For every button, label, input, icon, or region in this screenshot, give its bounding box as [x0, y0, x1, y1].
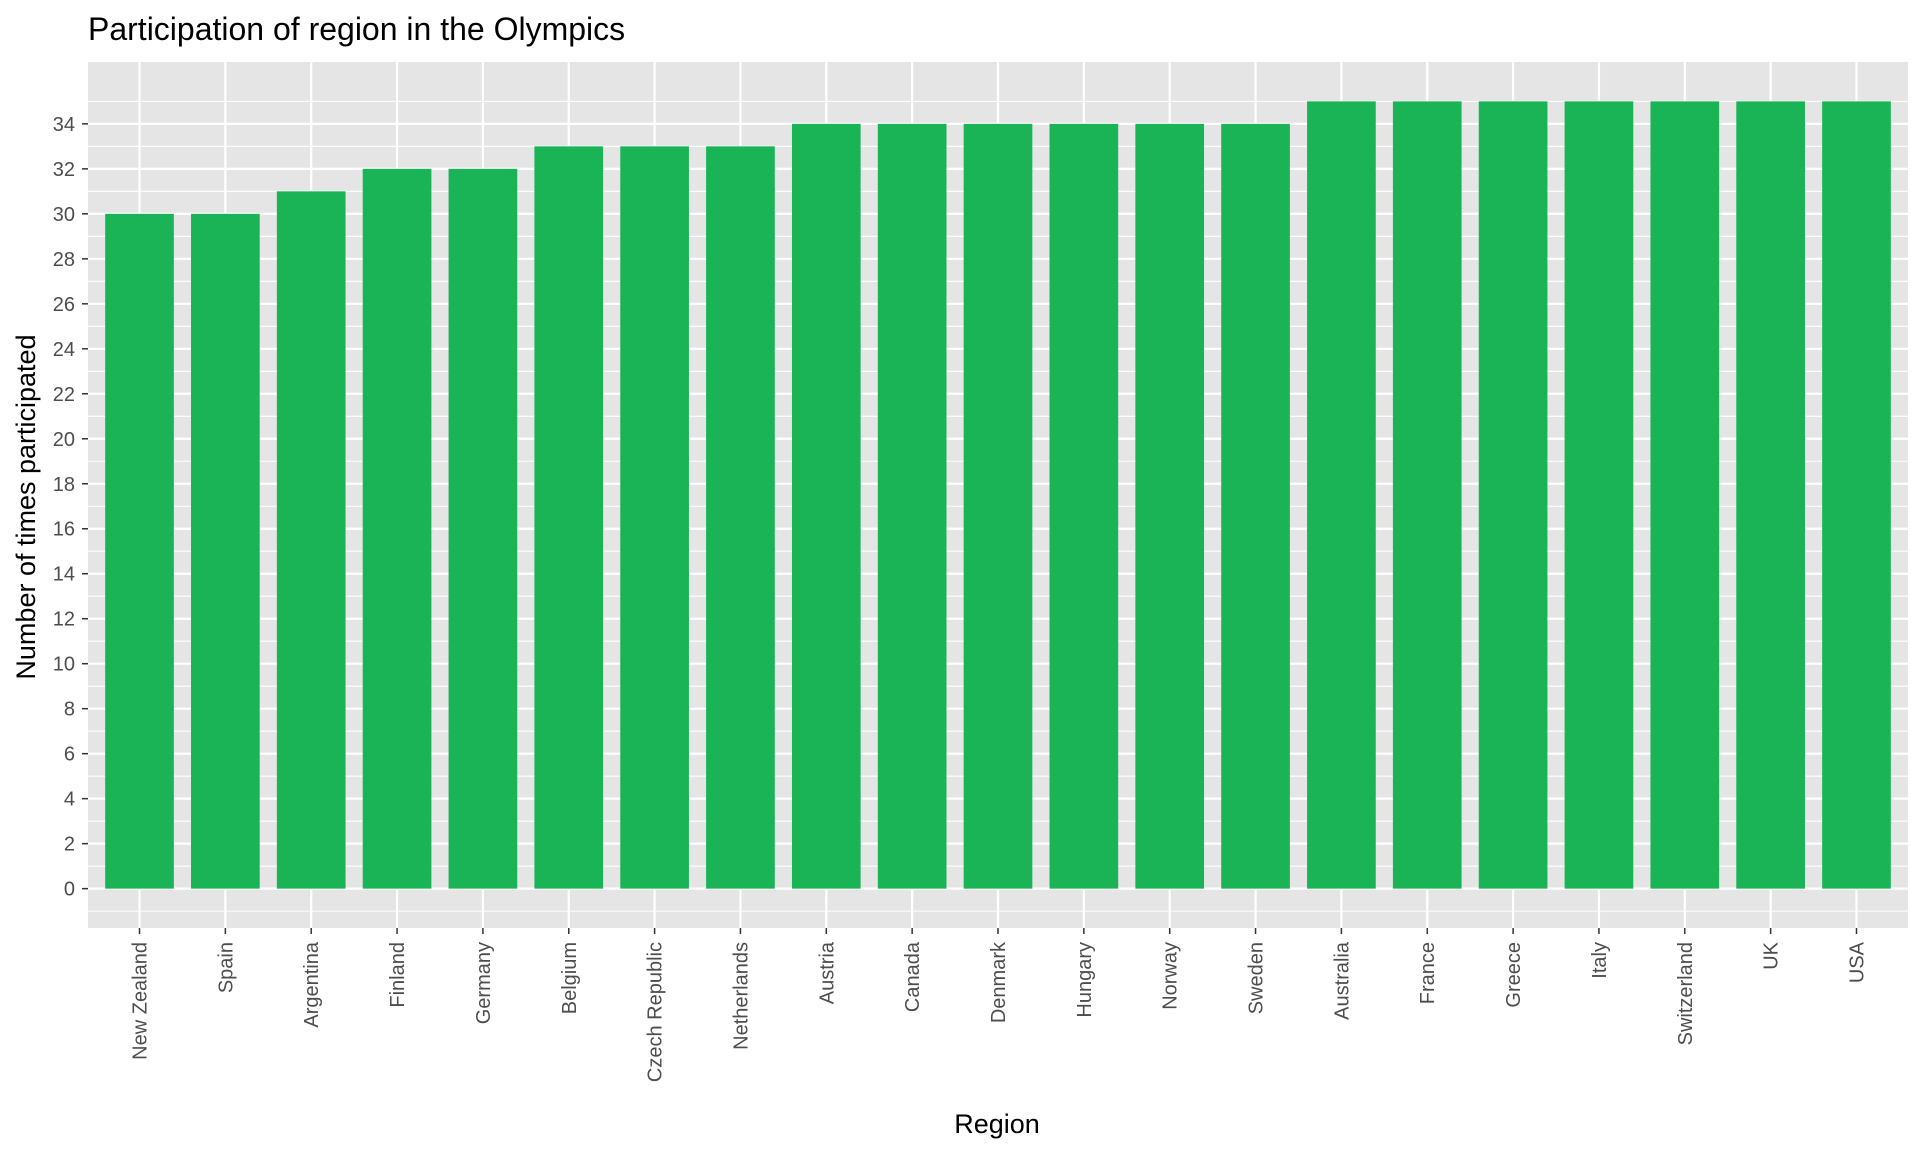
bar-uk [1736, 101, 1805, 889]
bar-argentina [276, 191, 346, 889]
y-tick-label: 18 [53, 474, 75, 496]
bar-usa [1822, 101, 1891, 889]
y-tick-label: 20 [53, 429, 75, 451]
bar-switzerland [1650, 101, 1720, 889]
y-tick-label: 30 [53, 204, 75, 226]
x-tick-label: Belgium [559, 942, 581, 1014]
bar-sweden [1221, 123, 1290, 889]
bar-france [1392, 101, 1462, 889]
bar-new-zealand [105, 213, 174, 889]
x-tick-label: France [1417, 942, 1439, 1004]
y-tick-label: 28 [53, 249, 75, 271]
x-tick-label: Czech Republic [645, 942, 667, 1082]
x-tick-label: USA [1846, 941, 1868, 983]
bar-norway [1135, 123, 1205, 889]
y-tick-label: 6 [64, 744, 75, 766]
bar-germany [448, 168, 518, 889]
bar-hungary [1049, 123, 1119, 889]
bar-denmark [963, 123, 1033, 889]
y-tick-label: 34 [53, 114, 75, 136]
bar-netherlands [706, 146, 775, 889]
x-axis-title: Region [954, 1109, 1040, 1139]
y-tick-label: 32 [53, 159, 75, 181]
bar-australia [1307, 101, 1376, 889]
y-tick-label: 2 [64, 834, 75, 856]
bar-spain [191, 213, 260, 889]
bar-greece [1478, 101, 1548, 889]
x-tick-label: Denmark [988, 941, 1010, 1023]
bars [105, 101, 1891, 889]
y-tick-label: 0 [64, 879, 75, 901]
y-tick-label: 10 [53, 654, 75, 676]
x-tick-label: Germany [473, 942, 495, 1024]
y-tick-label: 24 [53, 339, 75, 361]
bar-canada [877, 123, 947, 889]
x-tick-label: Netherlands [730, 942, 752, 1050]
x-tick-label: Australia [1331, 941, 1353, 1020]
bar-czech-republic [620, 146, 689, 889]
bar-italy [1564, 101, 1634, 889]
y-tick-label: 16 [53, 519, 75, 541]
y-tick-label: 22 [53, 384, 75, 406]
bar-belgium [534, 146, 604, 889]
x-tick-label: Argentina [301, 941, 323, 1027]
x-tick-label: Greece [1503, 942, 1525, 1008]
x-tick-label: Finland [387, 942, 409, 1008]
x-tick-label: Hungary [1074, 942, 1096, 1018]
x-tick-label: Switzerland [1675, 942, 1697, 1045]
x-tick-label: UK [1761, 941, 1783, 969]
y-tick-label: 4 [64, 789, 75, 811]
y-tick-label: 8 [64, 699, 75, 721]
x-tick-label: Sweden [1246, 942, 1268, 1014]
x-tick-label: Norway [1160, 942, 1182, 1010]
x-tick-label: Austria [816, 941, 838, 1004]
x-axis: New Zealand Spain Argentina Finland Germany B… [130, 928, 1868, 1082]
bar-austria [791, 123, 861, 889]
y-tick-label: 12 [53, 609, 75, 631]
chart-title: Participation of region in the Olympics [88, 11, 625, 47]
x-tick-label: Italy [1589, 942, 1611, 979]
bar-finland [362, 168, 432, 889]
x-tick-label: New Zealand [130, 942, 152, 1060]
x-tick-label: Canada [902, 941, 924, 1012]
y-axis-title: Number of times participated [11, 334, 41, 679]
y-tick-label: 14 [53, 564, 75, 586]
x-tick-label: Spain [215, 942, 237, 993]
y-tick-label: 26 [53, 294, 75, 316]
